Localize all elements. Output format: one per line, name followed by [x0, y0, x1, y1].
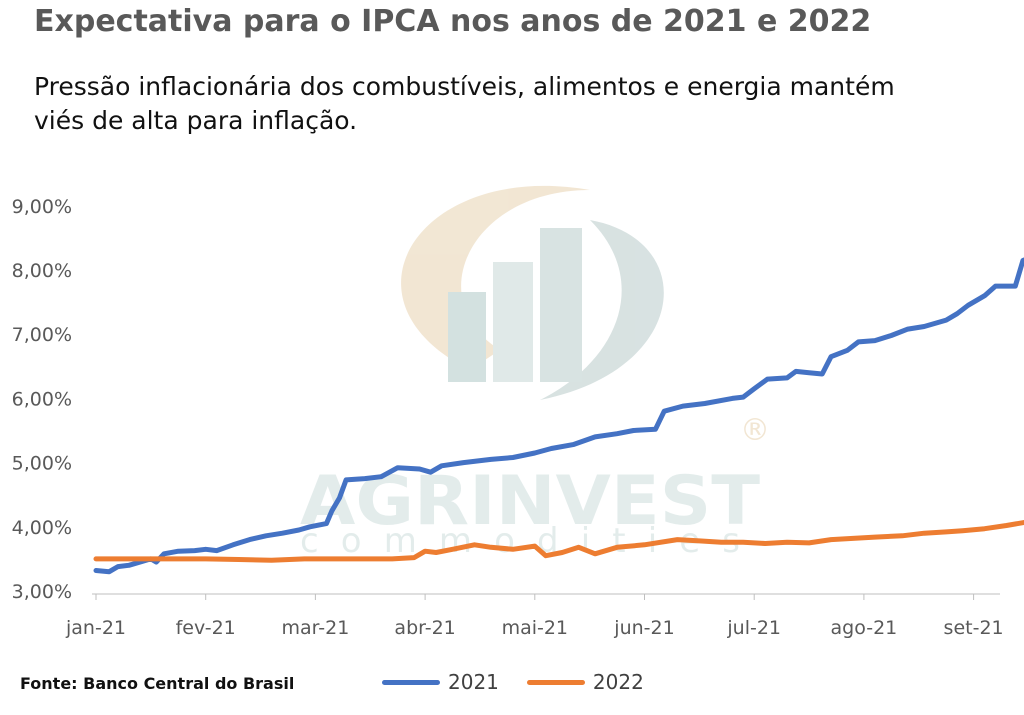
x-tick-label: set-21 — [944, 617, 1004, 639]
y-tick-label: 4,00% — [12, 517, 72, 539]
page-subtitle: Pressão inflacionária dos combustíveis, … — [34, 72, 895, 135]
watermark-ring-icon — [540, 220, 664, 400]
legend-swatch-2021 — [382, 679, 440, 685]
x-tick-label: mai-21 — [502, 617, 568, 639]
plot-area — [93, 257, 1024, 575]
legend-label-2022: 2022 — [592, 670, 644, 694]
y-tick-label: 9,00% — [12, 196, 72, 218]
series-line-2021 — [93, 257, 1024, 575]
series-line-2022 — [93, 519, 1024, 563]
page-title: Expectativa para o IPCA nos anos de 2021… — [34, 4, 872, 39]
legend: 2021 2022 — [382, 670, 644, 694]
source-note: Fonte: Banco Central do Brasil — [20, 674, 295, 693]
y-tick-label: 6,00% — [12, 388, 72, 410]
watermark: AGRINVEST commodities ® — [300, 185, 770, 561]
x-tick-label: mar-21 — [282, 617, 350, 639]
legend-item-2021: 2021 — [382, 670, 499, 694]
x-tick-label: jan-21 — [65, 617, 126, 639]
y-tick-label: 3,00% — [12, 581, 72, 603]
x-axis: jan-21 fev-21 mar-21 abr-21 mai-21 jun-21 jul-… — [65, 594, 1004, 639]
y-tick-label: 8,00% — [12, 260, 72, 282]
watermark-registered: ® — [740, 413, 770, 448]
x-tick-label: jul-21 — [726, 617, 781, 639]
x-tick-label: ago-21 — [831, 617, 898, 639]
watermark-bar-icon — [493, 262, 533, 382]
legend-label-2021: 2021 — [448, 670, 499, 694]
y-tick-label: 5,00% — [12, 453, 72, 475]
x-tick-label: fev-21 — [176, 617, 236, 639]
y-axis: 3,00% 4,00% 5,00% 6,00% 7,00% 8,00% 9,00% — [12, 196, 72, 603]
watermark-swoosh-icon — [401, 185, 590, 370]
y-tick-label: 7,00% — [12, 324, 72, 346]
x-tick-label: jun-21 — [613, 617, 674, 639]
watermark-bar-icon — [540, 228, 582, 382]
x-tick-label: abr-21 — [394, 617, 455, 639]
legend-swatch-2022 — [526, 679, 585, 685]
watermark-bar-icon — [448, 292, 486, 382]
legend-item-2022: 2022 — [526, 670, 644, 694]
